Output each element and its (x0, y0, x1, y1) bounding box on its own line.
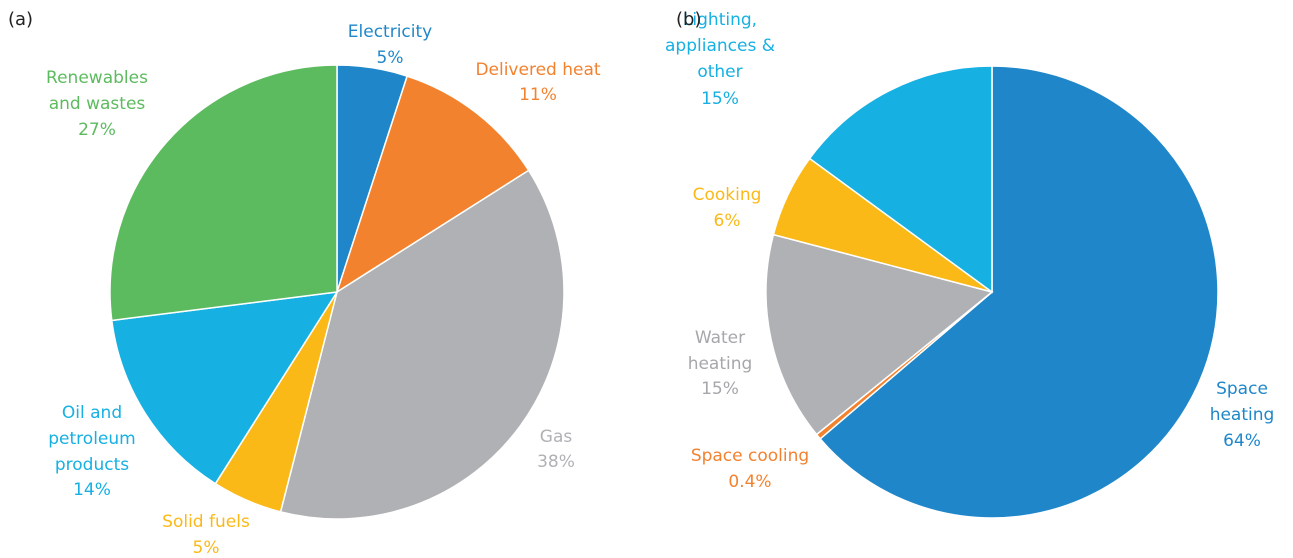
slice-label: Renewables and wastes (46, 68, 148, 114)
pie-slice (819, 65, 1219, 519)
slice-label: Lighting, appliances & other (665, 10, 775, 82)
slice-label: Solid fuels (162, 512, 250, 532)
value-label: 15% (701, 89, 739, 109)
pie-slice (765, 233, 994, 436)
slice-label: Space cooling (691, 446, 809, 466)
value-label: 5% (193, 538, 220, 558)
value-label: 6% (714, 211, 741, 231)
value-label: 14% (73, 480, 111, 500)
pie-slice (808, 65, 993, 294)
slice-label: Space heating (1210, 379, 1275, 425)
value-label: 0.4% (728, 472, 771, 492)
slice-label: Cooking (693, 185, 762, 205)
pie-slice (335, 75, 530, 294)
pie-slice (279, 169, 565, 520)
slice-label: Water heating (688, 328, 753, 374)
slice-label: Electricity (348, 22, 432, 42)
pie-slice (110, 291, 339, 485)
value-label: 38% (537, 452, 575, 472)
value-label: 27% (78, 120, 116, 140)
value-label: 5% (377, 48, 404, 68)
pie-slice (109, 64, 338, 322)
panel-title: (a) (8, 9, 33, 30)
slice-label: Oil and petroleum products (48, 403, 135, 475)
panel-title: (b) (676, 9, 701, 30)
value-label: 64% (1223, 431, 1261, 451)
slice-label: Gas (540, 427, 573, 447)
value-label: 15% (701, 379, 739, 399)
slice-label: Delivered heat (475, 60, 600, 80)
value-label: 11% (519, 85, 557, 105)
